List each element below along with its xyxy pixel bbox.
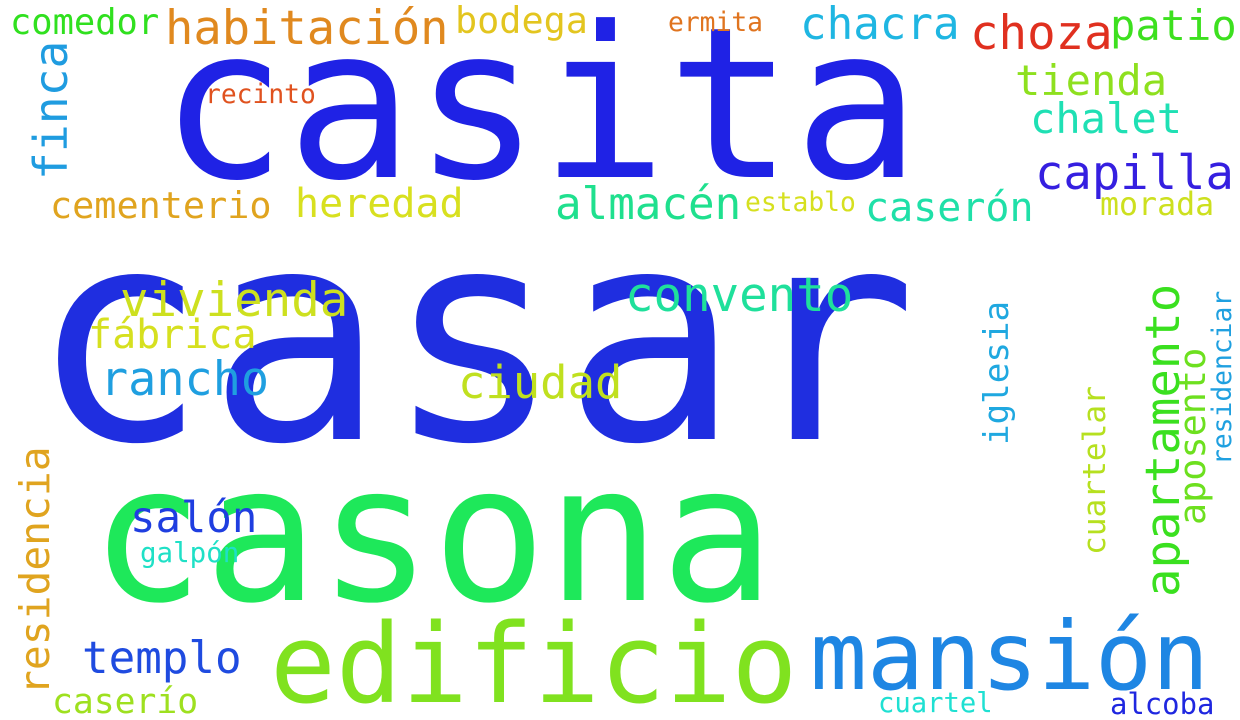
word-chalet: chalet <box>1030 94 1183 143</box>
word-tienda: tienda <box>1015 56 1168 105</box>
word-rancho: rancho <box>100 353 270 407</box>
word-heredad: heredad <box>295 181 464 227</box>
word-galpon: galpón <box>140 537 240 569</box>
word-vivienda: vivienda <box>120 273 349 328</box>
word-patio: patio <box>1110 1 1237 50</box>
word-casona: casona <box>90 424 775 645</box>
word-chacra: chacra <box>800 0 960 50</box>
word-casar: casar <box>30 165 918 509</box>
word-almacen: almacén <box>555 179 742 230</box>
word-alcoba: alcoba <box>1110 687 1215 720</box>
word-capilla: capilla <box>1035 146 1234 201</box>
word-casita: casita <box>160 0 921 227</box>
word-recinto: recinto <box>205 80 316 110</box>
word-ermita: ermita <box>668 8 763 38</box>
word-fabrica: fábrica <box>88 312 257 358</box>
word-edificio: edificio <box>270 600 798 720</box>
word-choza: choza <box>970 6 1113 61</box>
word-caserio: caserío <box>52 682 199 720</box>
word-aposento: aposento <box>1171 347 1214 525</box>
word-templo: templo <box>82 633 242 684</box>
word-establo: establo <box>745 188 856 218</box>
word-salon: salón <box>130 493 258 542</box>
word-comedor: comedor <box>10 2 160 43</box>
word-morada: morada <box>1100 187 1215 223</box>
word-iglesia: iglesia <box>977 300 1017 445</box>
word-ciudad: ciudad <box>458 356 623 409</box>
word-residenciar: residenciar <box>1208 290 1238 465</box>
word-cuartelar: cuartelar <box>1077 386 1113 555</box>
word-cuartel: cuartel <box>878 688 993 719</box>
word-habitacion: habitación <box>165 1 449 56</box>
word-mansion: mansión <box>810 602 1210 712</box>
word-finca: finca <box>24 40 78 180</box>
word-bodega: bodega <box>455 0 588 42</box>
word-cementerio: cementerio <box>50 184 272 227</box>
word-residencia: residencia <box>11 446 59 695</box>
word-caseron: caserón <box>865 185 1034 231</box>
word-convento: convento <box>625 268 854 323</box>
